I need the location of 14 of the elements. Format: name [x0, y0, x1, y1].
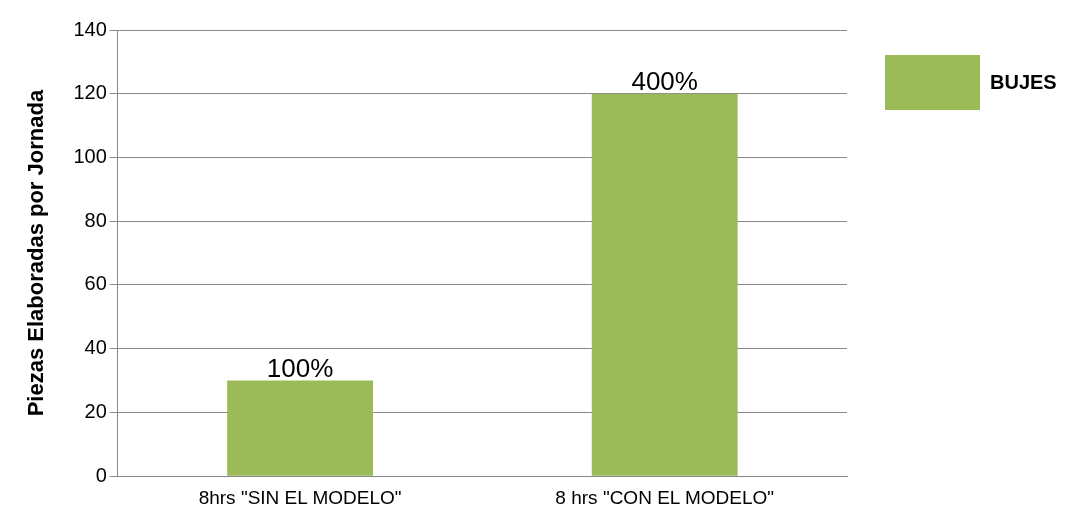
text: BUJES — [990, 71, 1057, 94]
y-tick-label: 60 — [84, 272, 107, 295]
y-tick-label: 120 — [73, 81, 107, 104]
y-tick-label: 80 — [84, 208, 107, 231]
y-tick-label: 40 — [84, 336, 107, 359]
y-tick-label: 140 — [73, 17, 107, 40]
y-tick-label: 100 — [73, 145, 107, 167]
annotation: 400% — [631, 65, 698, 96]
annotation: 100% — [266, 352, 334, 383]
y-tick-label: 20 — [84, 399, 107, 422]
y-axis-title: Piezas Elaboradas por Jornada — [23, 89, 49, 417]
x-tick-label: 8hrs "SIN EL MODELO" — [198, 486, 402, 508]
x-tick-label: 8 hrs "CON EL MODELO" — [555, 486, 775, 508]
y-tick-label: 0 — [95, 463, 107, 486]
